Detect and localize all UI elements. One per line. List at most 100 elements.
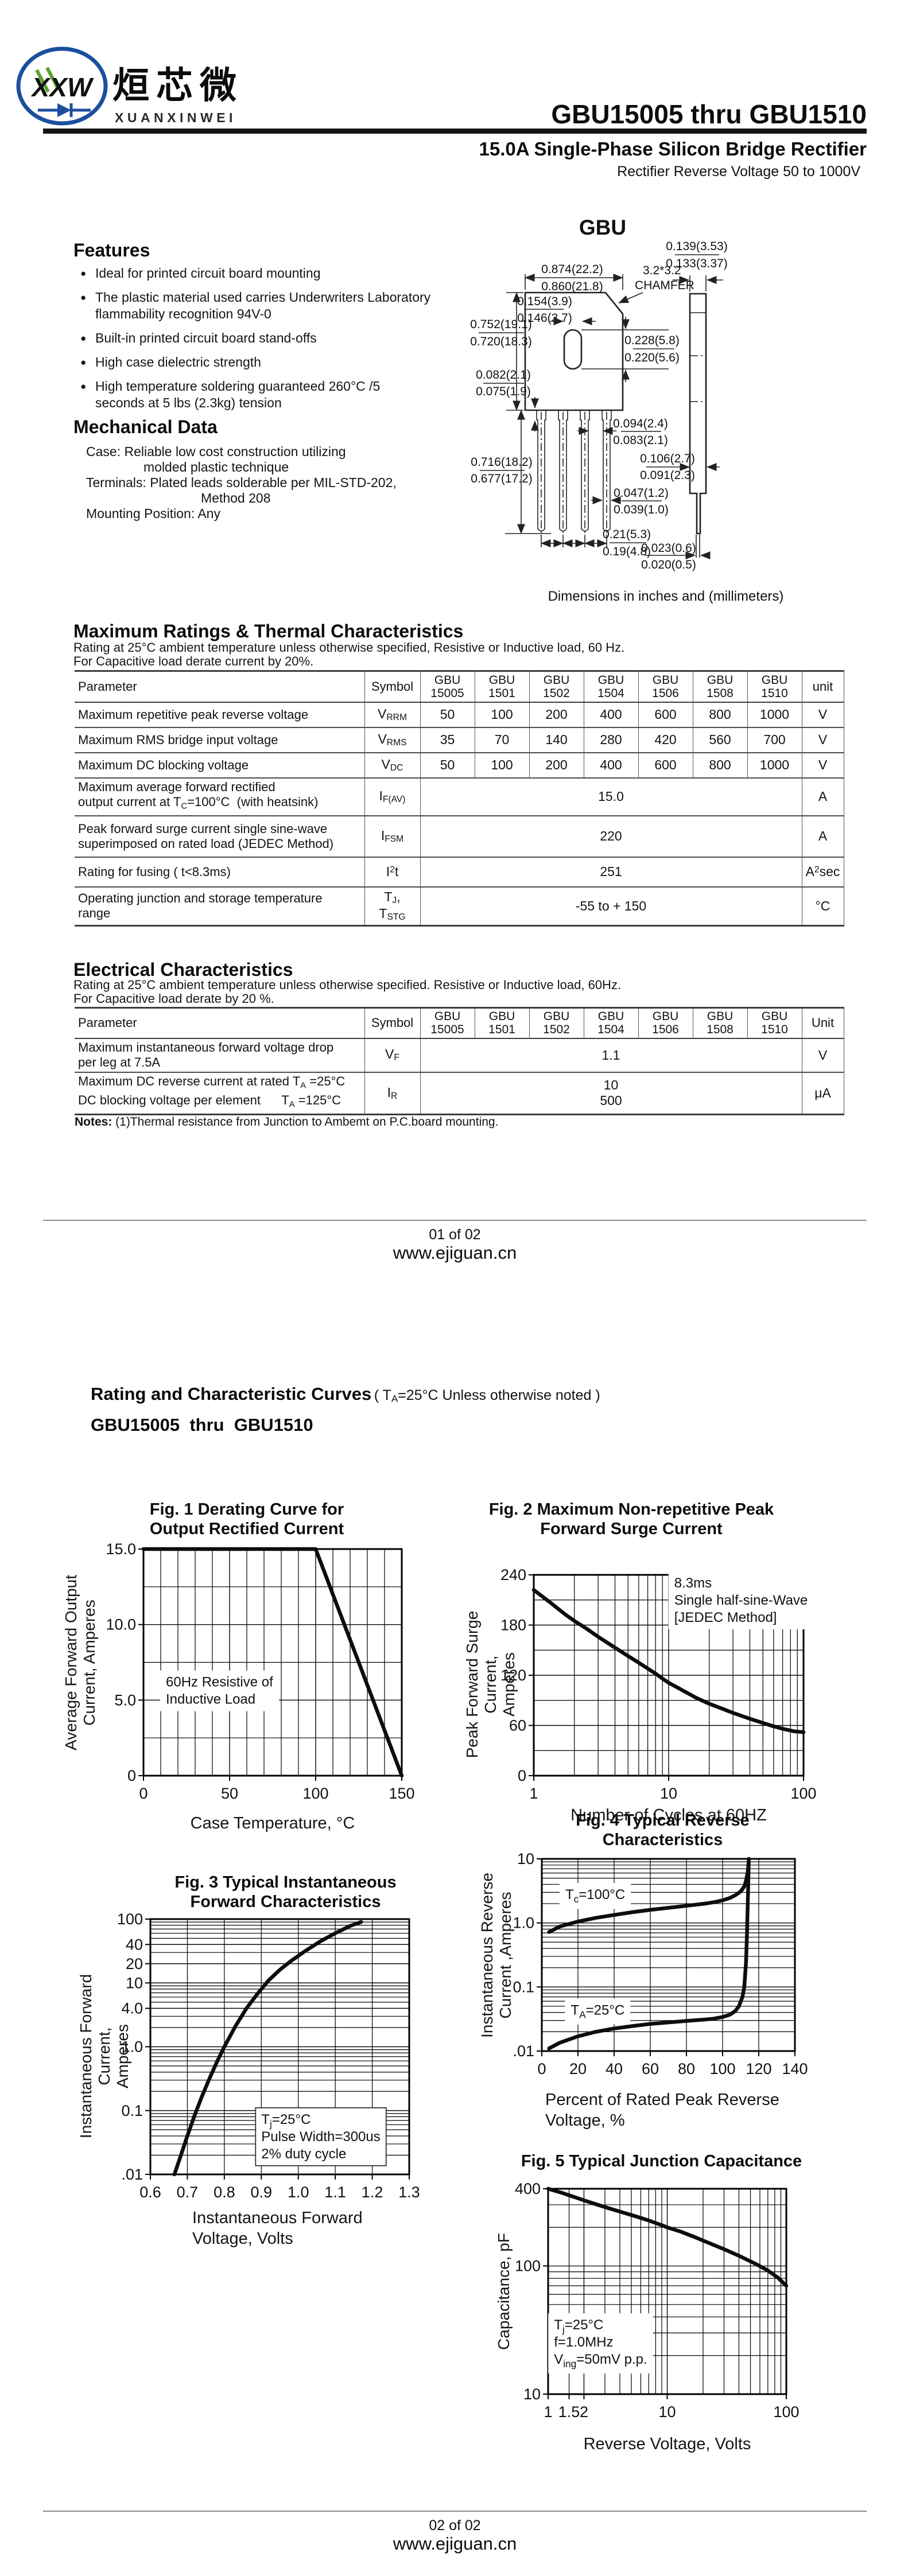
dimension-label: 0.082(2.1) — [476, 368, 531, 382]
diode-icon — [57, 103, 71, 117]
cell-value: 50 — [420, 702, 475, 727]
x-tick-label: 1.3 — [398, 2184, 420, 2201]
annotation-background — [255, 2107, 387, 2166]
chart-canvas: 1 10 100 0 60 120 180 240 8.3ms Single half-sine-… — [500, 1566, 817, 1802]
col-header-parameter: Parameter — [78, 1015, 137, 1030]
y-axis-label: Average Forward Output Current, Amperes — [62, 1574, 98, 1750]
y-tick-label: 240 — [500, 1566, 526, 1583]
cell-unit: A — [801, 777, 844, 816]
dimension-label: 0.083(2.1) — [613, 434, 668, 447]
cell-unit: °C — [801, 886, 844, 926]
col-header-device: GBU 1506 — [638, 671, 693, 702]
notes: Notes: (1)Thermal resistance from Juncti… — [75, 1115, 498, 1129]
cell-value: 35 — [420, 727, 475, 753]
dimension-label: 0.21(5.3) — [603, 528, 651, 541]
chart-canvas: 0.6 0.7 0.8 0.9 1.0 1.1 1.2 1.3 .01 0.1 1.0 4.0 10 20… — [117, 1910, 420, 2201]
x-tick-label: 140 — [782, 2060, 808, 2077]
dimension-label: 0.720(18.3) — [471, 335, 532, 348]
annotation-background — [160, 1670, 280, 1711]
table-row: Operating junction and storage temperatu… — [75, 886, 844, 926]
feature-item: ● Ideal for printed circuit board mountin… — [80, 265, 448, 282]
electrical-note1: Rating at 25°C ambient temperature unles… — [73, 978, 622, 992]
table-row: Maximum repetitive peak reverse voltage V… — [75, 702, 844, 727]
notes-label: Notes: — [75, 1115, 112, 1129]
logo-ring — [16, 46, 108, 126]
figure-title: Fig. 5 Typical Junction Capacitance — [521, 2152, 802, 2170]
footer-rule — [43, 1220, 867, 1221]
x-tick-label: 100 — [790, 1785, 816, 1802]
chart-canvas: 0 50 100 150 0 5.0 10.0 15.0 60Hz Resistive of In… — [106, 1540, 414, 1802]
x-tick-label: 20 — [569, 2060, 587, 2077]
cell-value: 700 — [747, 727, 802, 753]
footer-rule — [43, 2511, 867, 2512]
x-tick-label: 0.8 — [214, 2184, 235, 2201]
data-curve — [531, 1588, 806, 1734]
col-header-device: GBU 1501 — [474, 671, 529, 702]
col-header-device: GBU 1508 — [692, 1007, 747, 1038]
feature-item: ● High temperature soldering guaranteed 2… — [80, 378, 448, 411]
max-ratings-note2: For Capacitive load derate current by 20… — [73, 654, 314, 668]
subtitle-voltage-range: Rectifier Reverse Voltage 50 to 1000V — [617, 164, 860, 180]
x-tick-label: 0.7 — [177, 2184, 199, 2201]
bullet-icon: ● — [80, 357, 87, 368]
cell-symbol: VDC — [364, 752, 420, 778]
annotation-background — [668, 1571, 814, 1629]
axis-ticks — [529, 1574, 804, 1781]
package-front-outline — [524, 291, 624, 411]
col-header-unit: Unit — [801, 1007, 844, 1038]
table-row: Maximum DC blocking voltage VDC 50 100 200 40… — [75, 752, 844, 778]
x-axis-label: Number of Cycles at 60HZ — [571, 1806, 767, 1824]
x-tick-label: 1 — [544, 2403, 552, 2421]
features-list: ● Ideal for printed circuit board mountin… — [80, 265, 448, 419]
cell-symbol: VRMS — [364, 727, 420, 753]
x-tick-label: 0 — [139, 1785, 148, 1802]
table-row: Maximum RMS bridge input voltage VRMS 35 70… — [75, 727, 844, 753]
cell-symbol: IFSM — [364, 815, 420, 857]
table-row: Maximum instantaneous forward voltage dr… — [75, 1038, 844, 1072]
mechanical-line: Case: Reliable low cost construction uti… — [86, 444, 346, 459]
feature-item: ● High case dielectric strength — [80, 354, 448, 371]
dimension-label: 0.228(5.8) — [624, 334, 680, 347]
figure-title: Fig. 3 Typical Instantaneous Forward Char… — [174, 1873, 397, 1911]
table-row: Maximum DC reverse current at rated TA =… — [75, 1072, 844, 1115]
y-tick-label: 10 — [517, 1850, 534, 1867]
fig1-chart: Fig. 1 Derating Curve for Output Rectifie… — [62, 1496, 465, 1858]
y-tick-label: 10 — [523, 2386, 541, 2403]
feature-item: ● The plastic material used carries Under… — [80, 289, 448, 322]
x-tick-label: 100 — [709, 2060, 735, 2077]
cell-parameter: Maximum DC blocking voltage — [78, 757, 249, 772]
y-tick-label: 5.0 — [114, 1691, 136, 1709]
y-tick-label: 15.0 — [106, 1540, 136, 1558]
logo-green-stroke — [35, 69, 50, 93]
cell-parameter: Rating for fusing ( t<8.3ms) — [78, 864, 231, 879]
cell-symbol: TJ, TSTG — [364, 886, 420, 926]
cell-unit: V — [801, 752, 844, 778]
cell-value: 400 — [583, 702, 638, 727]
package-drawing: 0.874(22.2) 0.860(21.8) 3.2*3.2 CHAMFER … — [470, 240, 727, 571]
brand-logo-icon: XXW — [16, 46, 108, 126]
website-url: www.ejiguan.cn — [393, 2534, 517, 2554]
table-row: Rating for fusing ( t<8.3ms) I2t 251 A2sec — [75, 857, 844, 887]
x-tick-label: 60 — [642, 2060, 659, 2077]
dimension-label: 0.075(1.9) — [476, 385, 531, 398]
svg-text:Inductive Load: Inductive Load — [166, 1692, 255, 1707]
y-tick-label: 180 — [500, 1617, 526, 1634]
package-name: GBU — [579, 216, 627, 239]
y-tick-label: 100 — [515, 2258, 541, 2275]
data-curve — [547, 1857, 751, 2050]
cell-value-span: 220 — [420, 815, 802, 857]
figure-title: Fig. 1 Derating Curve for Output Rectifie… — [149, 1500, 344, 1538]
table-row: Peak forward surge current single sine-w… — [75, 815, 844, 857]
y-axis-label: Instantaneous Forward Current, Amperes — [77, 1974, 131, 2138]
y-axis-label: Capacitance, pF — [495, 2233, 513, 2350]
svg-text:Tc=100°C: Tc=100°C — [565, 1887, 625, 1905]
col-header-device: GBU 1504 — [583, 671, 638, 702]
feature-line: ● High case dielectric strength — [80, 355, 261, 369]
col-header-device: GBU 15005 — [420, 671, 475, 702]
data-curve — [547, 1857, 751, 1934]
dimension-label: 0.047(1.2) — [614, 487, 669, 500]
mechanical-line: molded plastic technique — [143, 460, 289, 474]
x-tick-label: 100 — [302, 1785, 328, 1802]
fig5-chart: Fig. 5 Typical Junction Capacitance Capac… — [459, 2146, 849, 2501]
cell-parameter: Maximum DC reverse current at rated TA =… — [78, 1073, 346, 1110]
